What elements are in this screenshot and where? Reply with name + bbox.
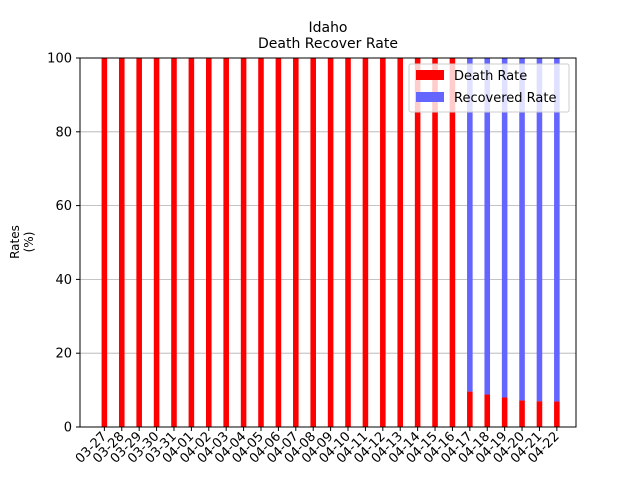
bar-death-rate bbox=[536, 401, 543, 427]
bar-recovered-rate bbox=[519, 58, 525, 401]
bar-death-rate bbox=[258, 58, 264, 427]
plot-frame bbox=[79, 57, 577, 428]
y-axis-label-line: (%) bbox=[22, 232, 36, 253]
y-tick-label: 40 bbox=[55, 273, 72, 288]
bar-death-rate bbox=[293, 58, 299, 427]
bar-death-rate bbox=[153, 58, 160, 427]
bar-death-rate bbox=[501, 397, 508, 427]
legend-label-death-rate: Death Rate bbox=[454, 69, 527, 84]
y-axis: 0 20 40 60 80 100 bbox=[47, 52, 80, 436]
bar-recovered-rate bbox=[554, 58, 560, 402]
legend-label-recovered-rate: Recovered Rate bbox=[454, 91, 557, 106]
bars-layer bbox=[101, 58, 560, 427]
bar-death-rate bbox=[380, 58, 386, 427]
bar-death-rate bbox=[467, 391, 473, 427]
legend-swatch-death-rate bbox=[416, 70, 444, 80]
bar-death-rate bbox=[188, 58, 195, 427]
y-tick-label: 20 bbox=[55, 347, 72, 362]
bar-death-rate bbox=[206, 58, 212, 427]
bar-death-rate bbox=[449, 58, 456, 427]
bar-death-rate bbox=[327, 58, 334, 427]
bar-recovered-rate bbox=[536, 58, 543, 402]
bar-recovered-rate bbox=[484, 58, 491, 395]
y-axis-label: Rates(%) bbox=[8, 225, 36, 259]
bar-death-rate bbox=[171, 58, 177, 427]
x-axis: 03-2703-2803-2903-3003-3104-0104-0204-03… bbox=[73, 427, 563, 467]
bar-death-rate bbox=[414, 58, 421, 427]
chart-title: Idaho bbox=[308, 20, 347, 36]
bar-death-rate bbox=[310, 58, 316, 427]
y-tick-label: 0 bbox=[64, 421, 72, 436]
legend-swatch-recovered-rate bbox=[416, 92, 444, 102]
bar-death-rate bbox=[554, 401, 560, 427]
bar-death-rate bbox=[136, 58, 142, 427]
y-axis-label-line: Rates bbox=[8, 225, 22, 259]
bar-death-rate bbox=[397, 58, 404, 427]
bar-death-rate bbox=[118, 58, 125, 427]
y-tick-label: 100 bbox=[47, 52, 72, 67]
bar-death-rate bbox=[101, 58, 108, 427]
bar-death-rate bbox=[362, 58, 369, 427]
bar-recovered-rate bbox=[501, 58, 508, 398]
bar-death-rate bbox=[432, 58, 438, 427]
y-tick-label: 80 bbox=[55, 125, 72, 140]
bar-death-rate bbox=[519, 400, 525, 427]
bar-death-rate bbox=[275, 58, 282, 427]
bar-death-rate bbox=[484, 394, 491, 427]
y-tick-label: 60 bbox=[55, 199, 72, 214]
bar-death-rate bbox=[223, 58, 229, 427]
bar-recovered-rate bbox=[467, 58, 473, 392]
legend-box bbox=[408, 63, 570, 113]
bar-death-rate bbox=[345, 58, 351, 427]
legend: Death Rate Recovered Rate bbox=[408, 63, 570, 113]
bar-death-rate bbox=[240, 58, 247, 427]
chart-subtitle: Death Recover Rate bbox=[258, 36, 398, 52]
